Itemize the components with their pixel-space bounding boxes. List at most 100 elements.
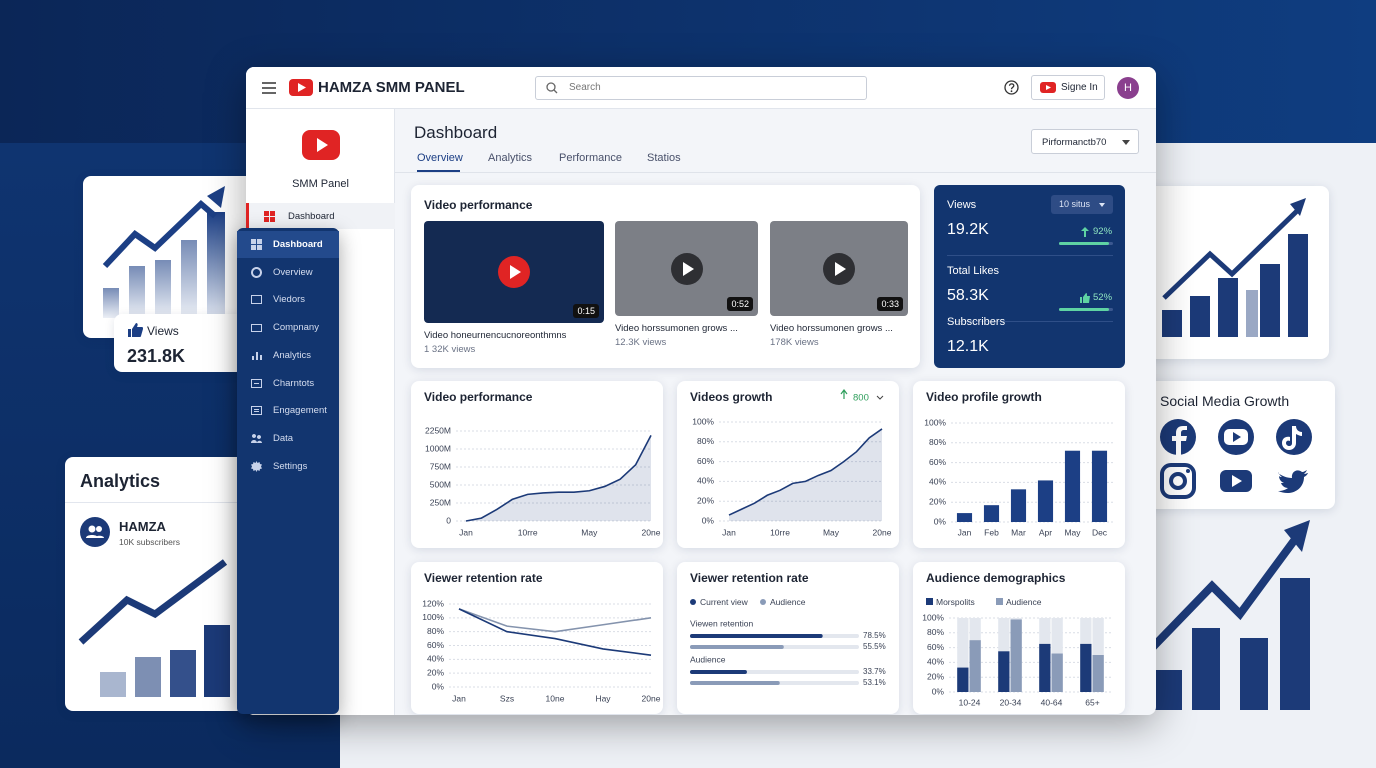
menu-item[interactable]: Data <box>237 425 339 452</box>
help-button[interactable] <box>1004 80 1019 95</box>
shape <box>1149 535 1300 651</box>
chart-badge: 800 <box>853 393 869 404</box>
tab[interactable]: Overview <box>417 152 463 164</box>
y-tick-label: 60% <box>427 640 444 650</box>
tab[interactable]: Analytics <box>488 152 533 164</box>
shape <box>1280 578 1310 710</box>
sign-in-button[interactable]: Signe In <box>1031 75 1105 100</box>
menu-item[interactable]: Viedors <box>237 286 339 313</box>
shape <box>78 559 228 645</box>
shape <box>80 517 110 547</box>
y-tick-label: 80% <box>427 626 444 636</box>
menu-label: Settings <box>273 460 308 472</box>
chart-title: Viewer retention rate <box>424 571 543 585</box>
x-tick-label: 10-24 <box>959 697 981 707</box>
shape <box>135 657 161 697</box>
shape <box>546 82 556 92</box>
avatar[interactable]: H <box>1117 77 1139 99</box>
shape <box>181 240 197 318</box>
chart-card: Viewer retention rate Current view Audienc… <box>677 562 899 714</box>
bar <box>956 513 973 522</box>
stats-filter[interactable]: 10 situs <box>1051 195 1113 214</box>
line <box>465 434 652 522</box>
video-thumbnail[interactable]: 0:33 <box>770 221 908 316</box>
channel-name: HAMZA <box>119 519 166 534</box>
promo-chart <box>1149 520 1310 710</box>
stat-label: Subscribers <box>947 316 1006 328</box>
legend-swatch <box>926 598 933 605</box>
shape <box>1282 426 1302 450</box>
video-thumbnail[interactable]: 0:52 <box>615 221 758 316</box>
icon-shape <box>1081 227 1089 237</box>
sidebar-label: SMM Panel <box>292 178 349 190</box>
icon-shape <box>251 460 262 472</box>
shape <box>96 526 102 532</box>
x-tick-label: Jan <box>722 527 736 537</box>
video-thumbnail[interactable]: 0:15 <box>424 221 604 323</box>
chart-title: Audience demographics <box>926 571 1066 585</box>
shape <box>1004 80 1019 95</box>
card-title: Video performance <box>424 198 533 212</box>
group-label: Viewen retention <box>690 618 753 628</box>
bar <box>1037 480 1054 522</box>
stat-value: 19.2K <box>947 221 989 238</box>
menu-item[interactable]: Engagement <box>237 397 339 424</box>
legend-label: Audience <box>770 597 806 607</box>
menu-item[interactable]: Settings <box>237 453 339 480</box>
bar <box>1010 619 1022 692</box>
x-tick-label: Jan <box>459 527 473 537</box>
bar <box>957 667 969 692</box>
x-tick-label: 20ne <box>873 527 892 537</box>
stats-filter-label: 10 situs <box>1059 199 1091 209</box>
x-tick-label: May <box>581 527 598 537</box>
menu-item[interactable]: Charntots <box>237 370 339 397</box>
play-icon <box>498 256 530 288</box>
menu-button[interactable] <box>262 82 276 94</box>
x-tick-label: 40-64 <box>1041 697 1063 707</box>
shape <box>100 672 126 697</box>
caret <box>1122 140 1130 145</box>
chart-card: Viewer retention rate 0% 20% 40% 60% 80% 100% 1… <box>411 562 663 714</box>
menu-item[interactable]: Dashboard <box>237 231 339 258</box>
menu-item[interactable]: Compnany <box>237 314 339 341</box>
shape <box>264 217 269 222</box>
badge-arrow <box>840 389 848 399</box>
video-views: 12.3K views <box>615 337 667 348</box>
chart: Videos growth 800 0% 20% 40% 60% 80% 100% Jan 10r… <box>690 389 892 537</box>
shape <box>1192 628 1220 710</box>
y-tick-label: 0% <box>932 686 945 696</box>
icon-shape <box>251 266 262 278</box>
search-placeholder: Search <box>569 82 601 93</box>
shape <box>103 288 119 318</box>
legend-swatch <box>760 599 766 605</box>
menu-item[interactable]: Overview <box>237 259 339 286</box>
value-label: 55.5% <box>863 642 886 651</box>
area <box>466 435 651 521</box>
shape <box>1169 472 1187 490</box>
search-box[interactable]: Search <box>535 76 867 100</box>
play-icon <box>670 252 703 285</box>
period-dropdown[interactable]: Pirformanctb70 <box>1031 129 1139 154</box>
shape <box>1046 85 1051 90</box>
dashboard-icon <box>264 211 275 222</box>
y-tick-label: 80% <box>927 627 944 637</box>
views-label: Views <box>147 324 179 338</box>
line <box>728 428 883 516</box>
dropdown-label: Pirformanctb70 <box>1042 137 1107 148</box>
icon-shape <box>252 351 262 360</box>
bar <box>1010 489 1027 522</box>
x-tick-label: 20-34 <box>1000 697 1022 707</box>
menu-label: Overview <box>273 266 313 278</box>
icon-shape <box>251 239 262 250</box>
stat-bar <box>1059 308 1109 311</box>
channel-avatar <box>80 517 110 547</box>
tab[interactable]: Statios <box>647 152 681 164</box>
sidebar-active-item[interactable]: Dashboard <box>246 203 395 229</box>
tab[interactable]: Performance <box>559 152 622 164</box>
x-tick-label: Apr <box>1039 527 1052 537</box>
line <box>458 608 652 656</box>
shape <box>1278 470 1308 494</box>
video-duration: 0:52 <box>727 297 753 311</box>
menu-item[interactable]: Analytics <box>237 342 339 369</box>
stat-label: Total Likes <box>947 265 999 277</box>
